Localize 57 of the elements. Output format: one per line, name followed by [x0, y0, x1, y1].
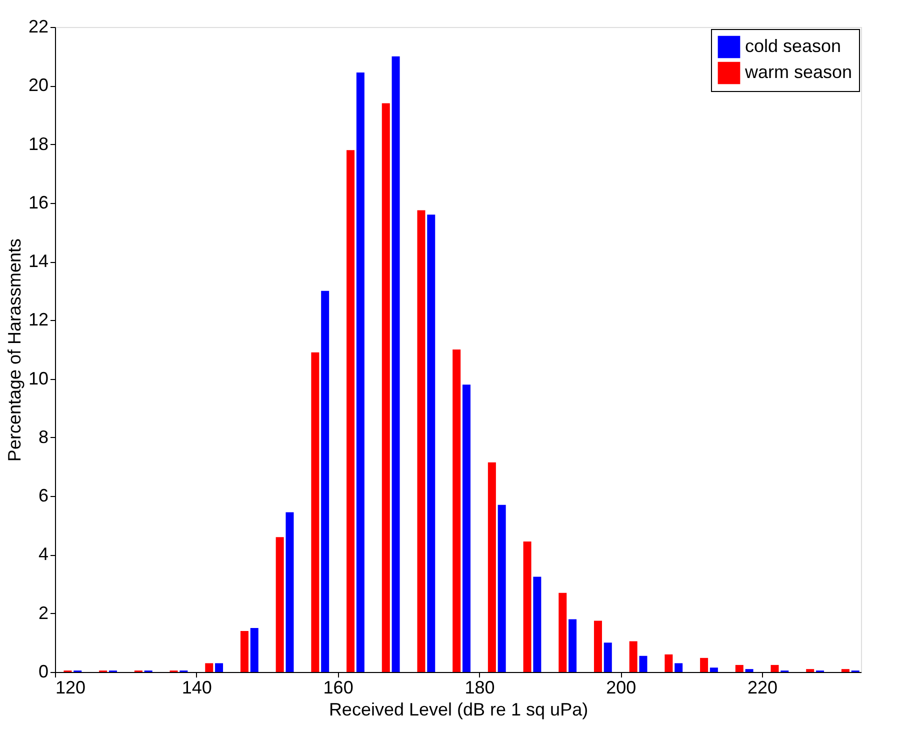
x-tick-label: 120: [56, 678, 86, 698]
bar: [286, 512, 294, 672]
bar: [523, 542, 532, 672]
bar: [488, 462, 496, 672]
bar: [427, 214, 436, 672]
bar: [639, 656, 648, 672]
x-tick-label: 200: [606, 678, 636, 698]
y-tick-label: 10: [28, 368, 48, 388]
bar: [664, 654, 673, 672]
bar: [240, 630, 248, 672]
x-tick-label: 220: [747, 678, 778, 698]
bar: [452, 350, 461, 672]
bar: [356, 72, 364, 672]
legend-label: cold season: [745, 36, 842, 56]
y-tick-label: 6: [38, 486, 48, 506]
bar: [604, 642, 612, 672]
bar: [205, 663, 214, 672]
bar: [594, 620, 602, 672]
x-tick-label: 180: [464, 678, 495, 698]
bar: [462, 384, 470, 672]
y-tick-label: 20: [28, 75, 48, 96]
x-tick-label: 160: [323, 678, 354, 698]
bar: [498, 504, 506, 672]
y-tick-label: 12: [28, 310, 48, 330]
bar: [629, 641, 638, 672]
x-tick-label: 140: [182, 678, 212, 698]
bar: [346, 150, 355, 672]
bar: [841, 669, 850, 672]
bar: [276, 537, 284, 672]
y-tick-label: 4: [38, 544, 48, 564]
bar: [770, 664, 779, 672]
bar: [700, 658, 708, 672]
bar: [806, 669, 814, 672]
y-tick-label: 22: [28, 16, 48, 36]
legend-label: warm season: [744, 62, 852, 82]
y-tick-label: 0: [38, 662, 48, 682]
bar: [321, 290, 330, 672]
bar: [745, 669, 754, 672]
bar: [382, 103, 390, 672]
y-axis-title: Percentage of Harassments: [4, 238, 24, 462]
bar: [568, 619, 577, 672]
y-tick-label: 2: [38, 602, 48, 623]
bar: [674, 663, 683, 672]
y-tick-label: 14: [28, 251, 48, 272]
x-axis-title: Received Level (dB re 1 sq uPa): [328, 700, 588, 720]
bar: [533, 576, 542, 672]
bar: [250, 628, 258, 672]
bar: [417, 210, 426, 672]
bar: [392, 56, 400, 672]
bar: [311, 352, 320, 672]
bar: [710, 668, 718, 672]
y-tick-label: 18: [28, 134, 48, 154]
y-tick-label: 8: [38, 426, 48, 447]
y-tick-label: 16: [28, 192, 48, 212]
bar: [558, 592, 567, 672]
bar: [735, 664, 744, 672]
bar: [215, 663, 224, 672]
